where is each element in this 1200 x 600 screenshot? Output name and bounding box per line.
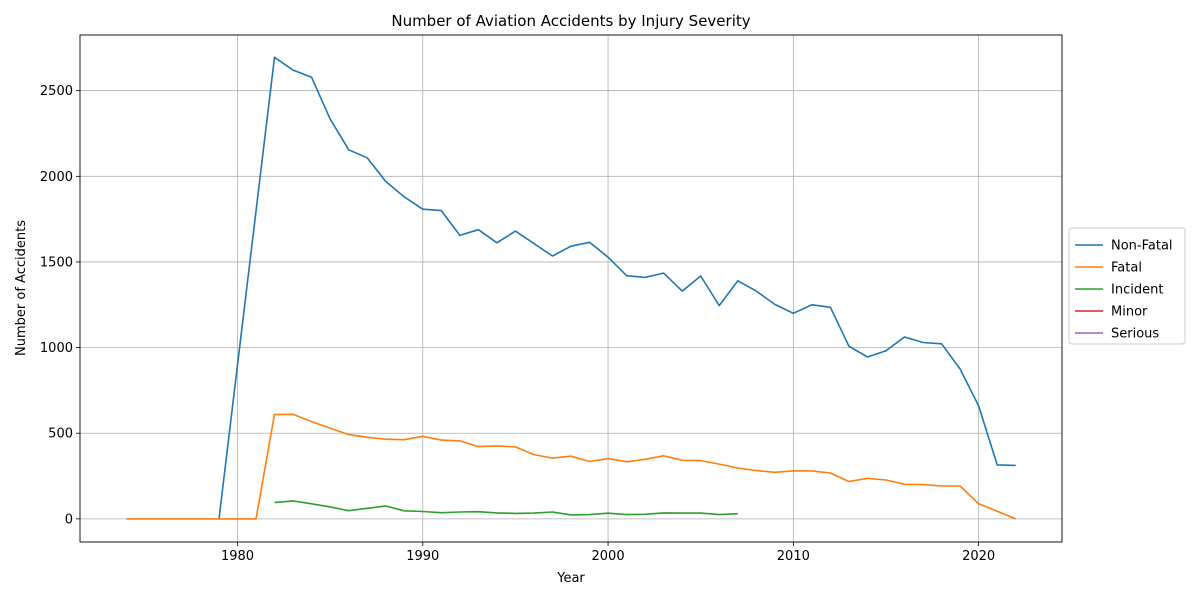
x-tick-label: 1980 <box>221 549 254 564</box>
legend-box <box>1068 227 1186 345</box>
y-axis-label: Number of Accidents <box>14 220 29 356</box>
legend-label-non-fatal: Non-Fatal <box>1111 239 1173 254</box>
legend-label-fatal: Fatal <box>1111 261 1142 276</box>
x-axis-ticks: 1980 1990 2000 2010 2020 <box>221 542 995 564</box>
y-tick-label: 500 <box>48 427 73 442</box>
y-axis-ticks: 0 500 1000 1500 2000 2500 <box>40 84 80 527</box>
grid-lines <box>80 35 1062 542</box>
legend-label-serious: Serious <box>1111 327 1159 342</box>
legend-label-incident: Incident <box>1111 283 1163 298</box>
legend: Non-Fatal Fatal Incident Minor Serious <box>1068 227 1186 345</box>
series-lines <box>126 56 1017 520</box>
y-tick-label: 2500 <box>40 84 73 99</box>
x-axis-label: Year <box>556 571 585 586</box>
series-line-fatal <box>126 413 1017 520</box>
y-tick-label: 2000 <box>40 170 73 185</box>
y-tick-label: 0 <box>65 512 73 527</box>
series-line-non-fatal <box>218 56 1016 519</box>
chart-title: Number of Aviation Accidents by Injury S… <box>391 12 750 30</box>
y-tick-label: 1000 <box>40 341 73 356</box>
plot-frame <box>79 34 1063 543</box>
series-line-incident <box>274 500 738 516</box>
x-tick-label: 2000 <box>592 549 625 564</box>
x-tick-label: 1990 <box>406 549 439 564</box>
legend-entries: Non-Fatal Fatal Incident Minor Serious <box>1075 239 1173 342</box>
x-tick-label: 2010 <box>777 549 810 564</box>
plot-area <box>80 35 1062 542</box>
legend-label-minor: Minor <box>1111 305 1148 320</box>
y-tick-label: 1500 <box>40 255 73 270</box>
x-tick-label: 2020 <box>962 549 995 564</box>
